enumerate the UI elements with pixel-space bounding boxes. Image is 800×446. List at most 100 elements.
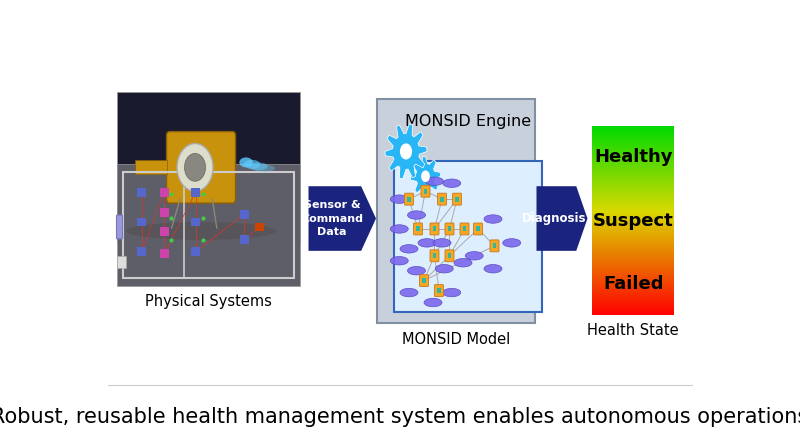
FancyBboxPatch shape [592, 144, 674, 145]
FancyBboxPatch shape [448, 227, 451, 231]
FancyBboxPatch shape [592, 186, 674, 188]
FancyBboxPatch shape [592, 203, 674, 205]
FancyBboxPatch shape [592, 157, 674, 158]
FancyBboxPatch shape [592, 143, 674, 144]
FancyBboxPatch shape [592, 176, 674, 177]
FancyBboxPatch shape [592, 192, 674, 193]
FancyBboxPatch shape [592, 202, 674, 203]
FancyBboxPatch shape [592, 306, 674, 307]
FancyBboxPatch shape [592, 126, 674, 127]
FancyBboxPatch shape [592, 163, 674, 164]
FancyBboxPatch shape [160, 188, 169, 197]
FancyBboxPatch shape [592, 201, 674, 202]
FancyBboxPatch shape [592, 200, 674, 202]
FancyBboxPatch shape [592, 238, 674, 239]
FancyBboxPatch shape [592, 277, 674, 278]
FancyBboxPatch shape [592, 191, 674, 192]
FancyBboxPatch shape [592, 132, 674, 133]
FancyBboxPatch shape [592, 294, 674, 295]
FancyBboxPatch shape [592, 166, 674, 167]
FancyBboxPatch shape [592, 235, 674, 236]
FancyBboxPatch shape [592, 163, 674, 165]
FancyBboxPatch shape [592, 284, 674, 285]
FancyBboxPatch shape [592, 137, 674, 139]
FancyBboxPatch shape [592, 304, 674, 305]
Text: Physical Systems: Physical Systems [145, 293, 272, 309]
FancyBboxPatch shape [592, 160, 674, 161]
FancyBboxPatch shape [592, 210, 674, 211]
FancyBboxPatch shape [592, 279, 674, 280]
FancyBboxPatch shape [592, 183, 674, 185]
FancyBboxPatch shape [592, 154, 674, 156]
FancyBboxPatch shape [592, 212, 674, 213]
FancyBboxPatch shape [592, 168, 674, 169]
FancyBboxPatch shape [592, 135, 674, 136]
FancyBboxPatch shape [592, 258, 674, 259]
FancyBboxPatch shape [592, 147, 674, 148]
FancyBboxPatch shape [592, 189, 674, 190]
FancyBboxPatch shape [592, 243, 674, 244]
FancyBboxPatch shape [592, 260, 674, 261]
FancyBboxPatch shape [424, 189, 427, 194]
FancyBboxPatch shape [592, 185, 674, 186]
Ellipse shape [400, 289, 418, 297]
FancyBboxPatch shape [455, 197, 459, 202]
FancyBboxPatch shape [592, 211, 674, 212]
FancyBboxPatch shape [592, 280, 674, 281]
FancyBboxPatch shape [191, 248, 200, 256]
Ellipse shape [442, 289, 461, 297]
FancyBboxPatch shape [592, 299, 674, 300]
FancyBboxPatch shape [592, 246, 674, 248]
FancyBboxPatch shape [240, 210, 249, 219]
FancyBboxPatch shape [592, 217, 674, 218]
FancyBboxPatch shape [592, 269, 674, 270]
FancyBboxPatch shape [592, 151, 674, 153]
FancyBboxPatch shape [592, 310, 674, 312]
FancyBboxPatch shape [592, 166, 674, 168]
FancyBboxPatch shape [592, 231, 674, 232]
FancyBboxPatch shape [592, 224, 674, 225]
FancyBboxPatch shape [592, 214, 674, 215]
FancyBboxPatch shape [592, 289, 674, 290]
FancyBboxPatch shape [592, 178, 674, 179]
FancyBboxPatch shape [592, 183, 674, 184]
FancyBboxPatch shape [592, 307, 674, 308]
FancyBboxPatch shape [592, 237, 674, 238]
FancyBboxPatch shape [592, 141, 674, 142]
FancyBboxPatch shape [592, 207, 674, 208]
FancyBboxPatch shape [160, 227, 169, 236]
FancyBboxPatch shape [592, 194, 674, 195]
FancyBboxPatch shape [592, 246, 674, 247]
FancyBboxPatch shape [592, 248, 674, 249]
FancyBboxPatch shape [592, 202, 674, 203]
FancyBboxPatch shape [592, 175, 674, 176]
FancyBboxPatch shape [592, 134, 674, 136]
FancyBboxPatch shape [448, 253, 451, 258]
FancyBboxPatch shape [592, 212, 674, 214]
FancyBboxPatch shape [592, 226, 674, 227]
FancyBboxPatch shape [592, 195, 674, 196]
FancyBboxPatch shape [137, 188, 146, 197]
FancyBboxPatch shape [592, 168, 674, 169]
FancyBboxPatch shape [166, 132, 235, 203]
FancyBboxPatch shape [592, 263, 674, 264]
FancyBboxPatch shape [430, 250, 439, 262]
FancyBboxPatch shape [592, 174, 674, 175]
FancyBboxPatch shape [592, 304, 674, 306]
Text: MONSID Engine: MONSID Engine [405, 114, 531, 129]
FancyBboxPatch shape [592, 219, 674, 220]
FancyBboxPatch shape [592, 297, 674, 298]
FancyBboxPatch shape [592, 219, 674, 220]
FancyBboxPatch shape [592, 231, 674, 232]
Ellipse shape [435, 264, 454, 273]
FancyBboxPatch shape [592, 287, 674, 289]
Ellipse shape [400, 244, 418, 253]
FancyBboxPatch shape [117, 92, 300, 243]
FancyBboxPatch shape [445, 250, 454, 262]
FancyBboxPatch shape [592, 140, 674, 142]
Ellipse shape [239, 157, 253, 167]
FancyBboxPatch shape [592, 281, 674, 283]
Ellipse shape [390, 225, 408, 233]
FancyBboxPatch shape [592, 283, 674, 284]
FancyBboxPatch shape [592, 186, 674, 187]
